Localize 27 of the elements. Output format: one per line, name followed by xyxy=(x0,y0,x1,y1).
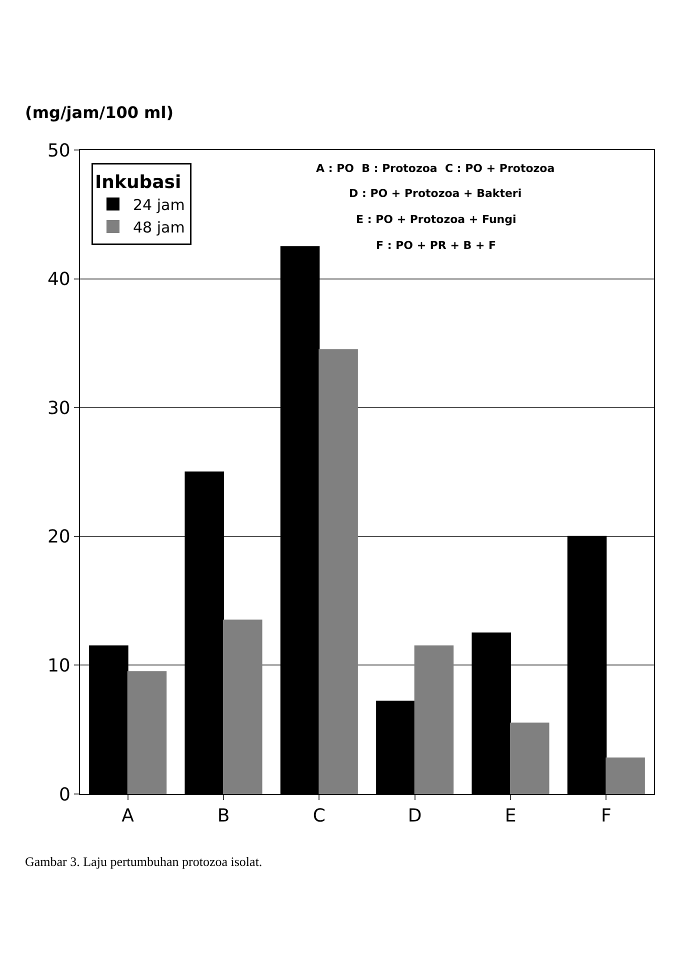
x-tick-label: F xyxy=(600,806,612,827)
y-tick-label: 0 xyxy=(58,784,70,806)
y-tick-label: 40 xyxy=(47,269,70,290)
x-tick-label: E xyxy=(504,806,516,827)
y-tick-label: 20 xyxy=(47,526,70,548)
y-tick-label: 10 xyxy=(47,656,70,676)
y-tick-label: 50 xyxy=(47,140,70,162)
annotation: D : PO + Protozoa + Bakteri xyxy=(349,187,522,200)
annotation: A : PO B : Protozoa C : PO + Protozoa xyxy=(316,162,555,175)
text: Gambar 3. Laju pertumbuhan protozoa isolat. xyxy=(25,854,262,869)
bar xyxy=(414,645,454,794)
x-tick-label: D xyxy=(408,806,422,827)
legend-title: Inkubasi xyxy=(94,172,182,193)
bar xyxy=(318,349,358,794)
x-tick-label: B xyxy=(217,806,230,827)
bar xyxy=(606,757,645,794)
legend-label: 24 jam xyxy=(132,196,185,214)
annotation: E : PO + Protozoa + Fungi xyxy=(356,213,516,226)
legend-label: 48 jam xyxy=(132,218,185,236)
bar xyxy=(510,722,550,794)
x-tick-label: C xyxy=(312,806,326,827)
y-tick-label: 30 xyxy=(47,398,70,419)
annotation: F : PO + PR + B + F xyxy=(376,239,496,252)
bar xyxy=(127,671,167,794)
x-tick-label: A xyxy=(122,806,135,827)
y-axis-title: (mg/jam/100 ml) xyxy=(25,103,174,122)
bar xyxy=(223,620,262,794)
